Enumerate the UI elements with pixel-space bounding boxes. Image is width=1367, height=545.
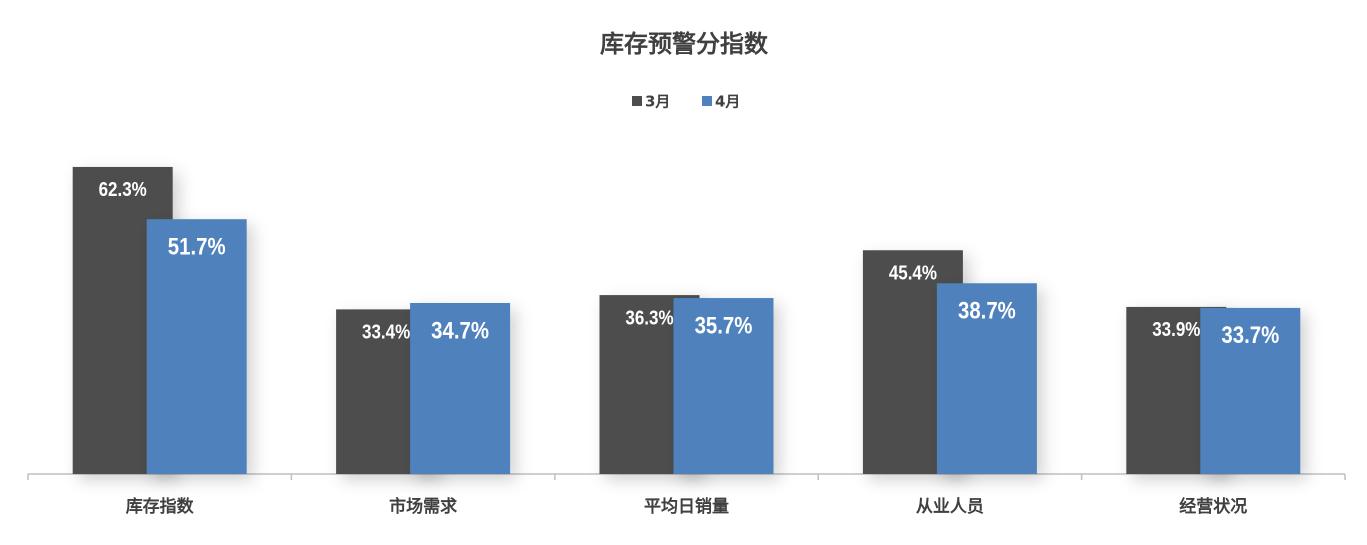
value-label: 36.3% — [625, 306, 673, 329]
bar — [410, 302, 511, 474]
value-label: 34.7% — [431, 317, 489, 344]
x-tick-label: 从业人员 — [916, 497, 984, 517]
value-label: 45.4% — [889, 261, 937, 284]
bar — [936, 283, 1037, 474]
bar — [673, 298, 774, 474]
bar — [146, 219, 247, 474]
value-label: 33.7% — [1221, 322, 1279, 349]
legend-swatch — [632, 96, 642, 106]
bar — [1200, 307, 1301, 474]
value-label: 33.9% — [1152, 318, 1200, 341]
legend-swatch — [702, 96, 712, 106]
value-label: 51.7% — [168, 233, 226, 260]
legend-label: 4月 — [715, 93, 740, 111]
x-tick-label: 市场需求 — [389, 496, 457, 517]
x-tick-label: 库存指数 — [126, 496, 195, 517]
value-label: 35.7% — [695, 312, 753, 339]
legend-label: 3月 — [645, 93, 670, 111]
value-label: 62.3% — [99, 178, 147, 201]
x-tick-label: 平均日销量 — [644, 496, 729, 517]
value-label: 38.7% — [958, 297, 1016, 324]
value-label: 33.4% — [362, 320, 410, 343]
x-tick-label: 经营状况 — [1179, 496, 1247, 517]
chart-title: 库存预警分指数 — [600, 30, 769, 58]
